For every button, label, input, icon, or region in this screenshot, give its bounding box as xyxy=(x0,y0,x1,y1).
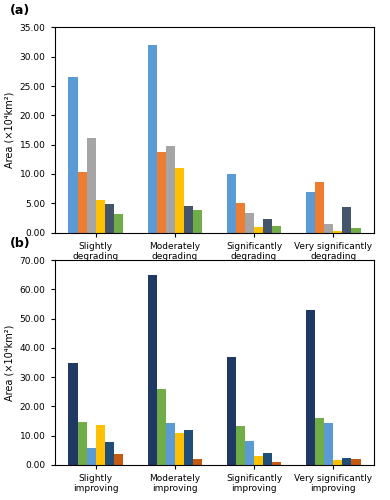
Bar xyxy=(114,214,123,232)
Bar xyxy=(96,200,105,232)
Text: (b): (b) xyxy=(10,237,30,250)
Bar xyxy=(351,228,360,232)
Bar xyxy=(157,389,166,465)
Bar xyxy=(69,363,78,465)
Bar xyxy=(166,422,175,465)
Bar xyxy=(184,430,193,465)
Bar xyxy=(147,274,157,465)
Bar xyxy=(306,192,315,232)
Bar xyxy=(351,459,360,465)
Bar xyxy=(193,458,202,465)
Bar xyxy=(315,418,324,465)
Bar xyxy=(245,213,254,233)
Bar xyxy=(272,226,282,232)
Y-axis label: Area (×10⁴km²): Area (×10⁴km²) xyxy=(4,92,14,168)
Text: (a): (a) xyxy=(10,4,30,17)
Bar xyxy=(87,448,96,465)
Bar xyxy=(342,458,351,465)
Bar xyxy=(236,202,245,232)
Bar xyxy=(254,226,263,232)
Bar xyxy=(78,172,87,232)
Bar xyxy=(184,206,193,233)
Bar xyxy=(175,168,184,232)
Bar xyxy=(324,422,333,465)
Bar xyxy=(263,219,272,232)
Bar xyxy=(78,422,87,465)
Bar xyxy=(324,224,333,232)
Bar xyxy=(157,152,166,232)
Bar xyxy=(147,45,157,232)
Bar xyxy=(193,210,202,233)
Bar xyxy=(315,182,324,232)
Legend: Africa, Asia, South America, Oceania, North America, Europe: Africa, Asia, South America, Oceania, No… xyxy=(120,282,309,305)
Bar xyxy=(272,462,282,465)
Bar xyxy=(87,138,96,232)
Bar xyxy=(263,454,272,465)
Bar xyxy=(175,433,184,465)
Bar xyxy=(254,456,263,465)
Bar xyxy=(306,310,315,465)
Bar xyxy=(333,230,342,232)
Bar xyxy=(236,426,245,465)
Bar xyxy=(227,174,236,233)
Bar xyxy=(114,454,123,465)
Bar xyxy=(105,442,114,465)
Bar xyxy=(69,78,78,233)
Bar xyxy=(105,204,114,233)
Bar xyxy=(227,356,236,465)
Y-axis label: Area (×10⁴km²): Area (×10⁴km²) xyxy=(4,324,14,400)
Bar xyxy=(96,425,105,465)
Bar xyxy=(166,146,175,233)
Bar xyxy=(333,460,342,465)
Bar xyxy=(342,206,351,233)
Bar xyxy=(245,440,254,465)
